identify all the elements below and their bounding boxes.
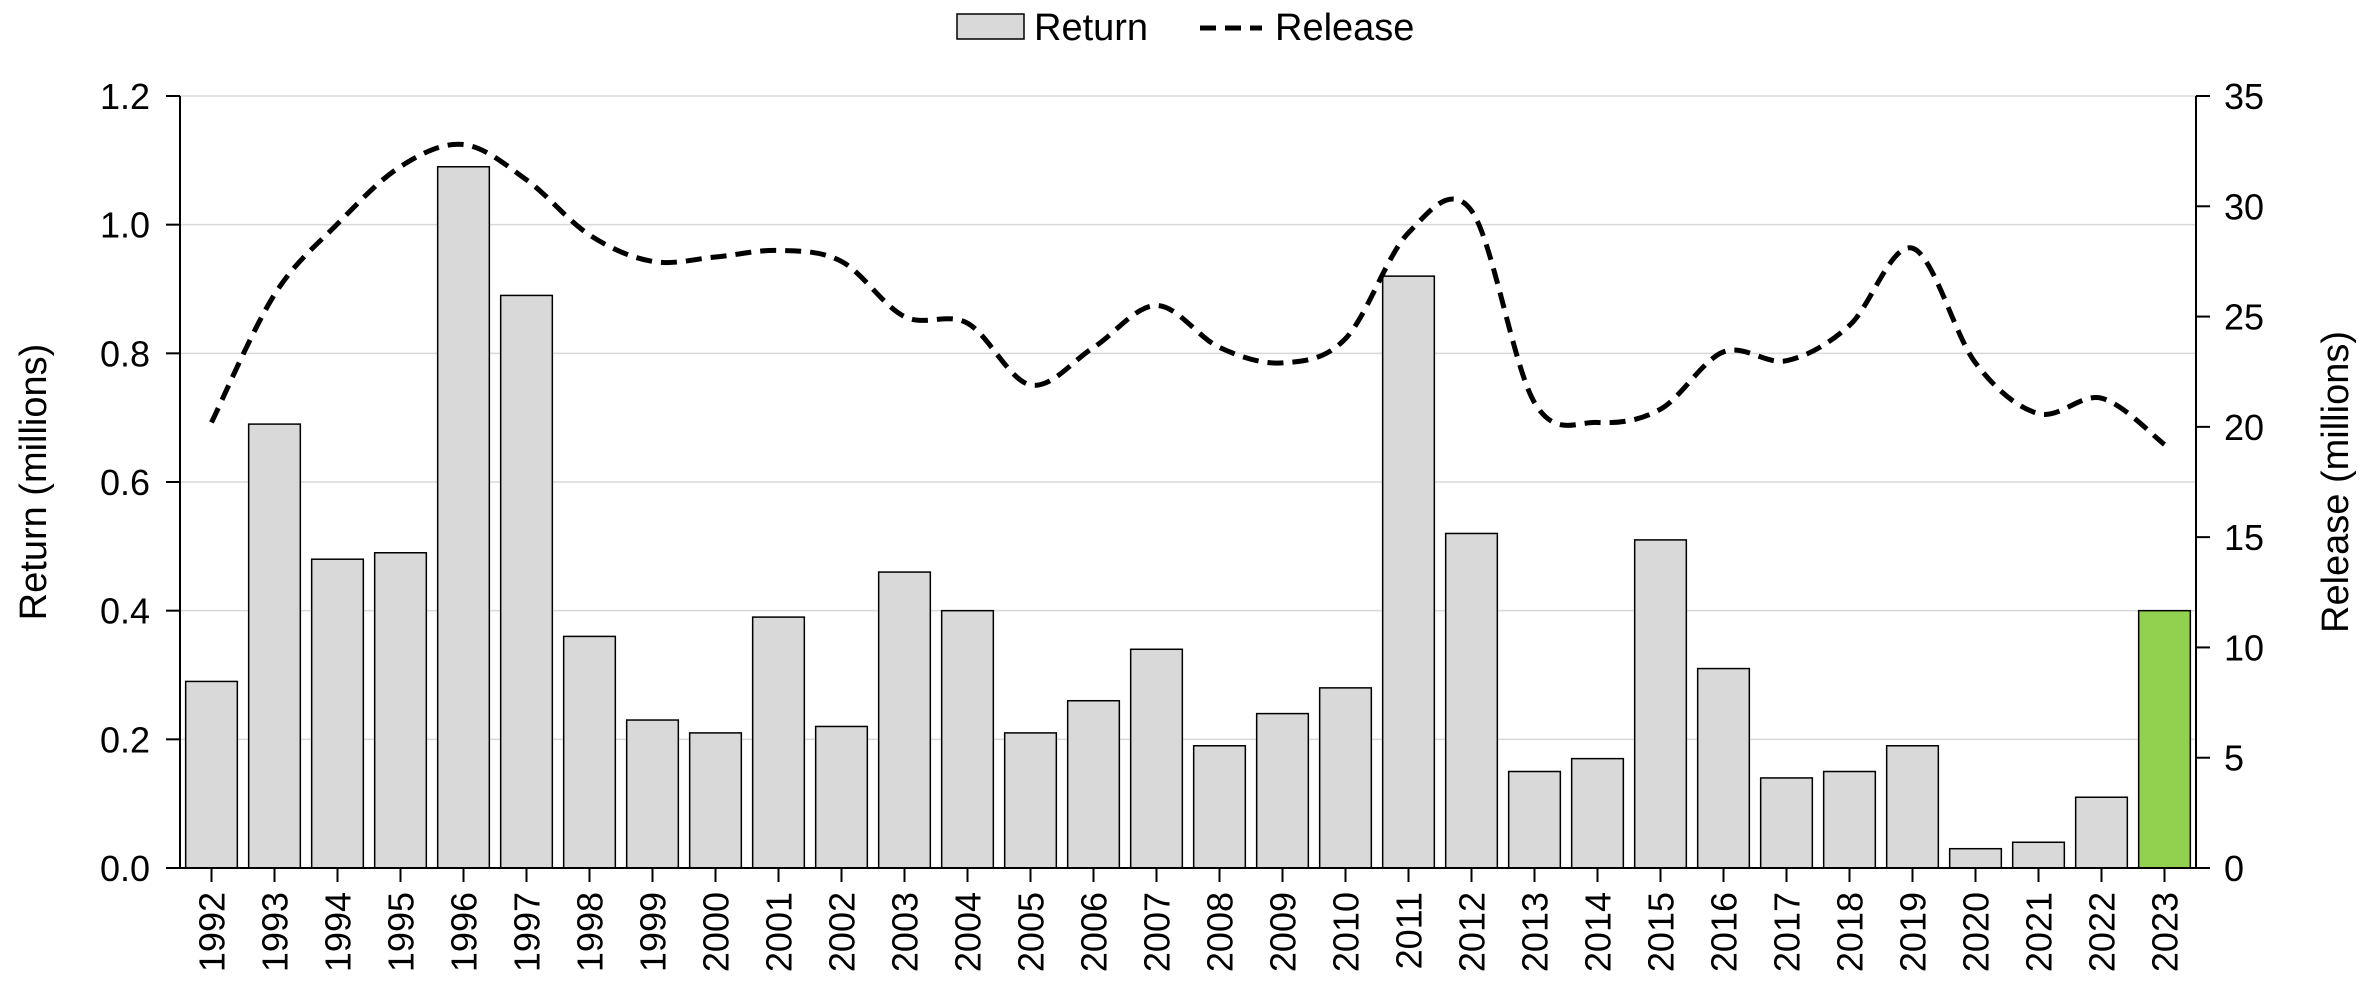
legend-return-swatch — [956, 13, 1025, 40]
x-tick-label: 2007 — [1137, 892, 1178, 972]
bar-return-2009 — [1255, 712, 1310, 869]
bar-return-2003 — [877, 571, 932, 869]
y2-tick-label: 10 — [2224, 627, 2264, 668]
x-tick-label: 2014 — [1578, 892, 1619, 972]
x-tick-label: 2005 — [1011, 892, 1052, 972]
y2-tick-label: 15 — [2224, 517, 2264, 558]
y-tick-label: 1.0 — [100, 205, 150, 246]
bar-return-1994 — [310, 558, 365, 869]
y-tick-label: 0.8 — [100, 333, 150, 374]
bar-return-2013 — [1507, 770, 1562, 869]
axes — [166, 95, 2210, 882]
x-tick-label: 2018 — [1830, 892, 1871, 972]
return-bars — [184, 166, 2192, 869]
y-tick-label: 0.2 — [100, 719, 150, 760]
x-tick-label: 2011 — [1389, 892, 1430, 969]
y2-tick-label: 35 — [2224, 76, 2264, 117]
bar-return-2005 — [1003, 732, 1058, 869]
legend-release-label: Release — [1275, 7, 1414, 49]
legend-return-label: Return — [1034, 7, 1148, 49]
x-tick-label: 1992 — [192, 892, 233, 972]
x-tick-label: 2006 — [1074, 892, 1115, 972]
bar-return-1997 — [499, 294, 554, 869]
y-axis-title: Return (millions) — [13, 344, 55, 621]
bar-return-2010 — [1318, 687, 1373, 869]
x-tick-label: 2008 — [1200, 892, 1241, 972]
x-tick-label: 2015 — [1641, 892, 1682, 972]
y2-tick-label: 0 — [2224, 848, 2244, 889]
bar-return-2001 — [751, 616, 806, 869]
y2-tick-label: 25 — [2224, 297, 2264, 338]
x-tick-label: 1994 — [318, 892, 359, 972]
bar-return-2011 — [1381, 275, 1436, 869]
x-tick-label: 1996 — [444, 892, 485, 972]
x-tick-labels: 1992 1993 1994 1995 1996 1997 1998 1999 2000 2001… — [192, 892, 2186, 972]
bar-return-2022 — [2074, 796, 2129, 869]
y-tick-label: 0.6 — [100, 462, 150, 503]
x-tick-label: 2023 — [2145, 892, 2186, 972]
bar-return-2017 — [1759, 777, 1814, 869]
release-line — [209, 141, 2167, 447]
x-tick-label: 2016 — [1704, 892, 1745, 972]
bar-return-1992 — [184, 680, 239, 869]
x-tick-label: 2020 — [1956, 892, 1997, 972]
y2-tick-label: 30 — [2224, 186, 2264, 227]
y-right-tick-labels: 0 5 10 15 20 25 30 35 — [2224, 76, 2264, 889]
x-tick-label: 2022 — [2082, 892, 2123, 972]
bar-return-1999 — [625, 719, 680, 869]
bar-return-2020 — [1948, 847, 2003, 869]
x-tick-label: 1995 — [381, 892, 422, 972]
bar-return-1996 — [436, 166, 491, 869]
bar-return-2004 — [940, 609, 995, 869]
x-tick-label: 2002 — [822, 892, 863, 972]
bar-return-2019 — [1885, 745, 1940, 869]
x-tick-label: 2000 — [696, 892, 737, 972]
bar-return-2014 — [1570, 757, 1625, 869]
bar-return-2000 — [688, 732, 743, 869]
bar-return-2006 — [1066, 699, 1121, 869]
x-tick-label: 2003 — [885, 892, 926, 972]
x-tick-label: 2012 — [1452, 892, 1493, 972]
x-tick-label: 2001 — [759, 892, 800, 972]
y-tick-label: 0.4 — [100, 591, 150, 632]
bar-return-2007 — [1129, 648, 1184, 869]
bar-return-1995 — [373, 552, 428, 869]
bar-return-1993 — [247, 423, 302, 869]
bar-return-2008 — [1192, 745, 1247, 869]
x-tick-label: 2004 — [948, 892, 989, 972]
bar-return-2012 — [1444, 532, 1499, 869]
x-tick-label: 2017 — [1767, 892, 1808, 972]
y-tick-label: 1.2 — [100, 76, 150, 117]
bar-return-2016 — [1696, 667, 1751, 869]
bar-return-2018 — [1822, 770, 1877, 869]
x-tick-label: 1997 — [507, 892, 548, 972]
x-tick-label: 2009 — [1263, 892, 1304, 972]
legend: Return Release — [956, 7, 1414, 49]
bar-return-2023 — [2137, 609, 2192, 869]
x-tick-label: 1998 — [570, 892, 611, 972]
x-tick-label: 1993 — [255, 892, 296, 972]
x-tick-label: 2010 — [1326, 892, 1367, 972]
y2-tick-label: 20 — [2224, 407, 2264, 448]
x-tick-label: 1999 — [633, 892, 674, 972]
y2-axis-title: Release (millions) — [2315, 331, 2357, 633]
x-tick-label: 2013 — [1515, 892, 1556, 972]
x-tick-label: 2021 — [2019, 892, 2060, 972]
bar-return-1998 — [562, 635, 617, 869]
y-tick-label: 0.0 — [100, 848, 150, 889]
y2-tick-label: 5 — [2224, 738, 2244, 779]
bar-return-2015 — [1633, 539, 1688, 869]
x-tick-label: 2019 — [1893, 892, 1934, 972]
bar-return-2002 — [814, 725, 869, 869]
y-left-tick-labels: 0.0 0.2 0.4 0.6 0.8 1.0 1.2 — [100, 76, 150, 889]
bar-return-2021 — [2011, 841, 2066, 869]
